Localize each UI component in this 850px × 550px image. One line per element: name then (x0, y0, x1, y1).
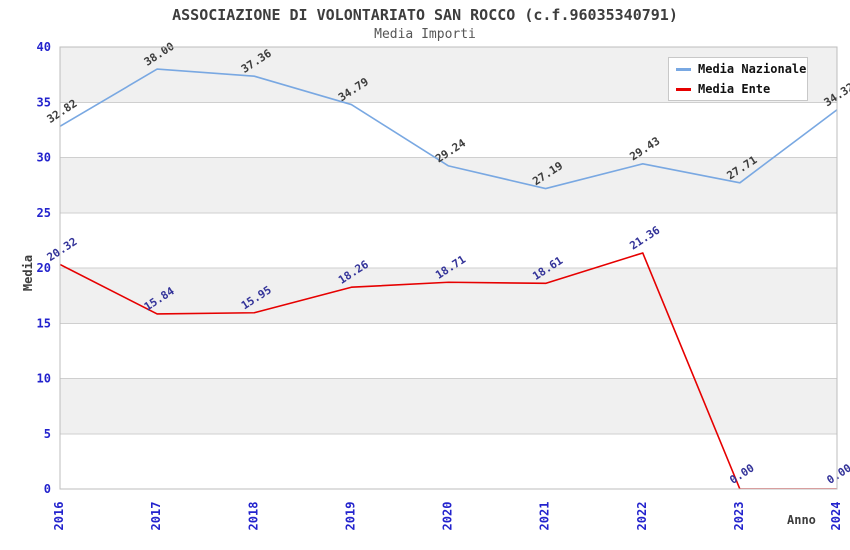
x-axis-title: Anno (787, 513, 816, 527)
x-tick-label: 2019 (343, 502, 357, 531)
legend-item-media-nazionale: Media Nazionale (676, 61, 807, 77)
series-line-media-ente (60, 252, 837, 489)
x-tick-label: 2018 (246, 502, 260, 531)
y-tick-label: 20 (37, 261, 51, 275)
line-marker-icon (676, 67, 691, 71)
x-tick-label: 2016 (52, 502, 66, 531)
y-axis-tick-labels: 0 5 10 15 20 25 30 35 40 (37, 40, 51, 496)
legend-item-media-ente: Media Ente (676, 81, 807, 97)
plot-bands (60, 47, 837, 489)
y-tick-label: 35 (37, 95, 51, 109)
line-marker-icon (676, 87, 691, 91)
x-tick-label: 2020 (441, 502, 455, 531)
x-tick-label: 2021 (538, 502, 552, 531)
x-tick-label: 2023 (732, 502, 746, 531)
x-tick-label: 2022 (635, 502, 649, 531)
x-tick-label: 2017 (149, 502, 163, 531)
y-tick-label: 15 (37, 316, 51, 330)
y-axis-title: Media (21, 254, 35, 292)
plot-border (59, 46, 838, 490)
legend-label: Media Ente (698, 82, 771, 96)
x-axis-tick-labels: 2016 2017 2018 2019 2020 2021 2022 2023 2024 (52, 502, 843, 531)
y-tick-label: 10 (37, 372, 51, 386)
y-tick-label: 0 (44, 482, 51, 496)
legend-label: Media Nazionale (698, 62, 807, 76)
y-tick-label: 30 (37, 151, 51, 165)
legend: Media Nazionale Media Ente (668, 57, 808, 101)
x-tick-label: 2024 (829, 502, 843, 531)
chart-title: ASSOCIAZIONE DI VOLONTARIATO SAN ROCCO (… (172, 6, 678, 24)
y-tick-label: 5 (44, 427, 51, 441)
y-tick-label: 25 (37, 206, 51, 220)
series-line-media-nazionale (60, 68, 837, 190)
chart-subtitle: Media Importi (374, 27, 476, 42)
y-tick-label: 40 (37, 40, 51, 54)
